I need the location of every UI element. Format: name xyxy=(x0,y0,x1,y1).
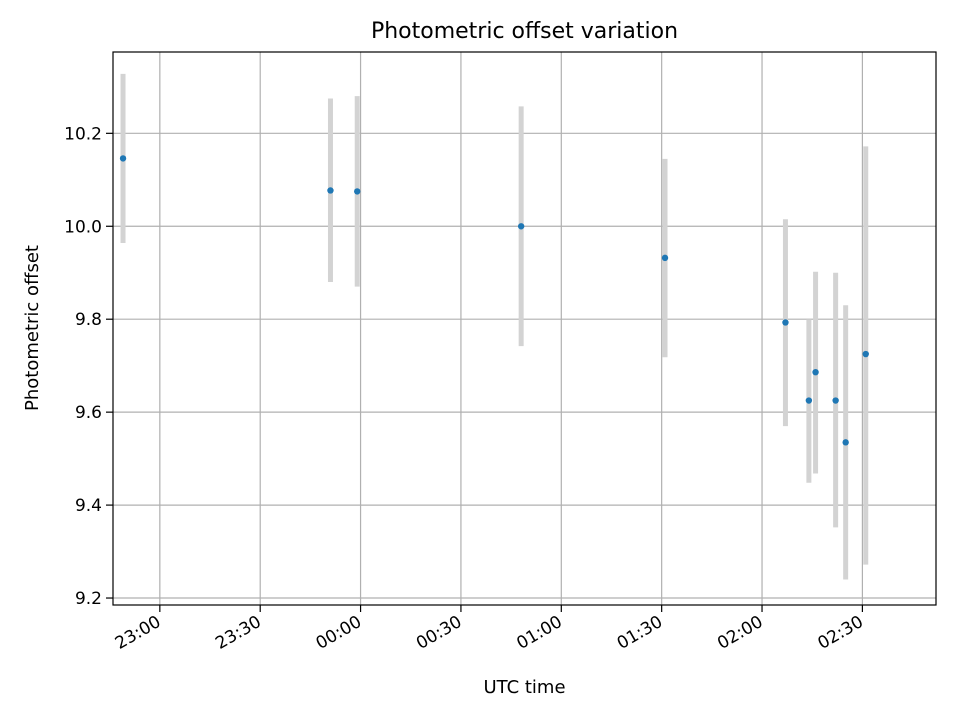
data-point xyxy=(354,188,361,195)
data-point xyxy=(842,439,849,446)
y-tick-label: 10.0 xyxy=(64,217,102,237)
y-tick-label: 9.2 xyxy=(75,589,102,609)
data-point xyxy=(782,319,789,326)
plot-area xyxy=(113,52,936,605)
plot-frame xyxy=(112,51,937,606)
marker-layer xyxy=(119,155,869,446)
grid-layer xyxy=(113,52,936,605)
y-tick-label: 9.4 xyxy=(75,496,102,516)
data-point xyxy=(805,397,813,404)
data-point xyxy=(119,155,127,162)
data-point xyxy=(832,397,839,404)
y-tick-label: 10.2 xyxy=(64,124,102,144)
data-point xyxy=(812,368,819,376)
data-point xyxy=(862,350,869,358)
x-axis-label: UTC time xyxy=(483,677,565,698)
y-axis-label: Photometric offset xyxy=(22,245,43,411)
y-tick-label: 9.6 xyxy=(75,403,102,423)
data-point xyxy=(327,187,334,194)
chart-title: Photometric offset variation xyxy=(371,19,678,44)
data-point xyxy=(661,254,669,262)
y-tick-label: 9.8 xyxy=(75,310,102,330)
data-point xyxy=(517,223,525,230)
